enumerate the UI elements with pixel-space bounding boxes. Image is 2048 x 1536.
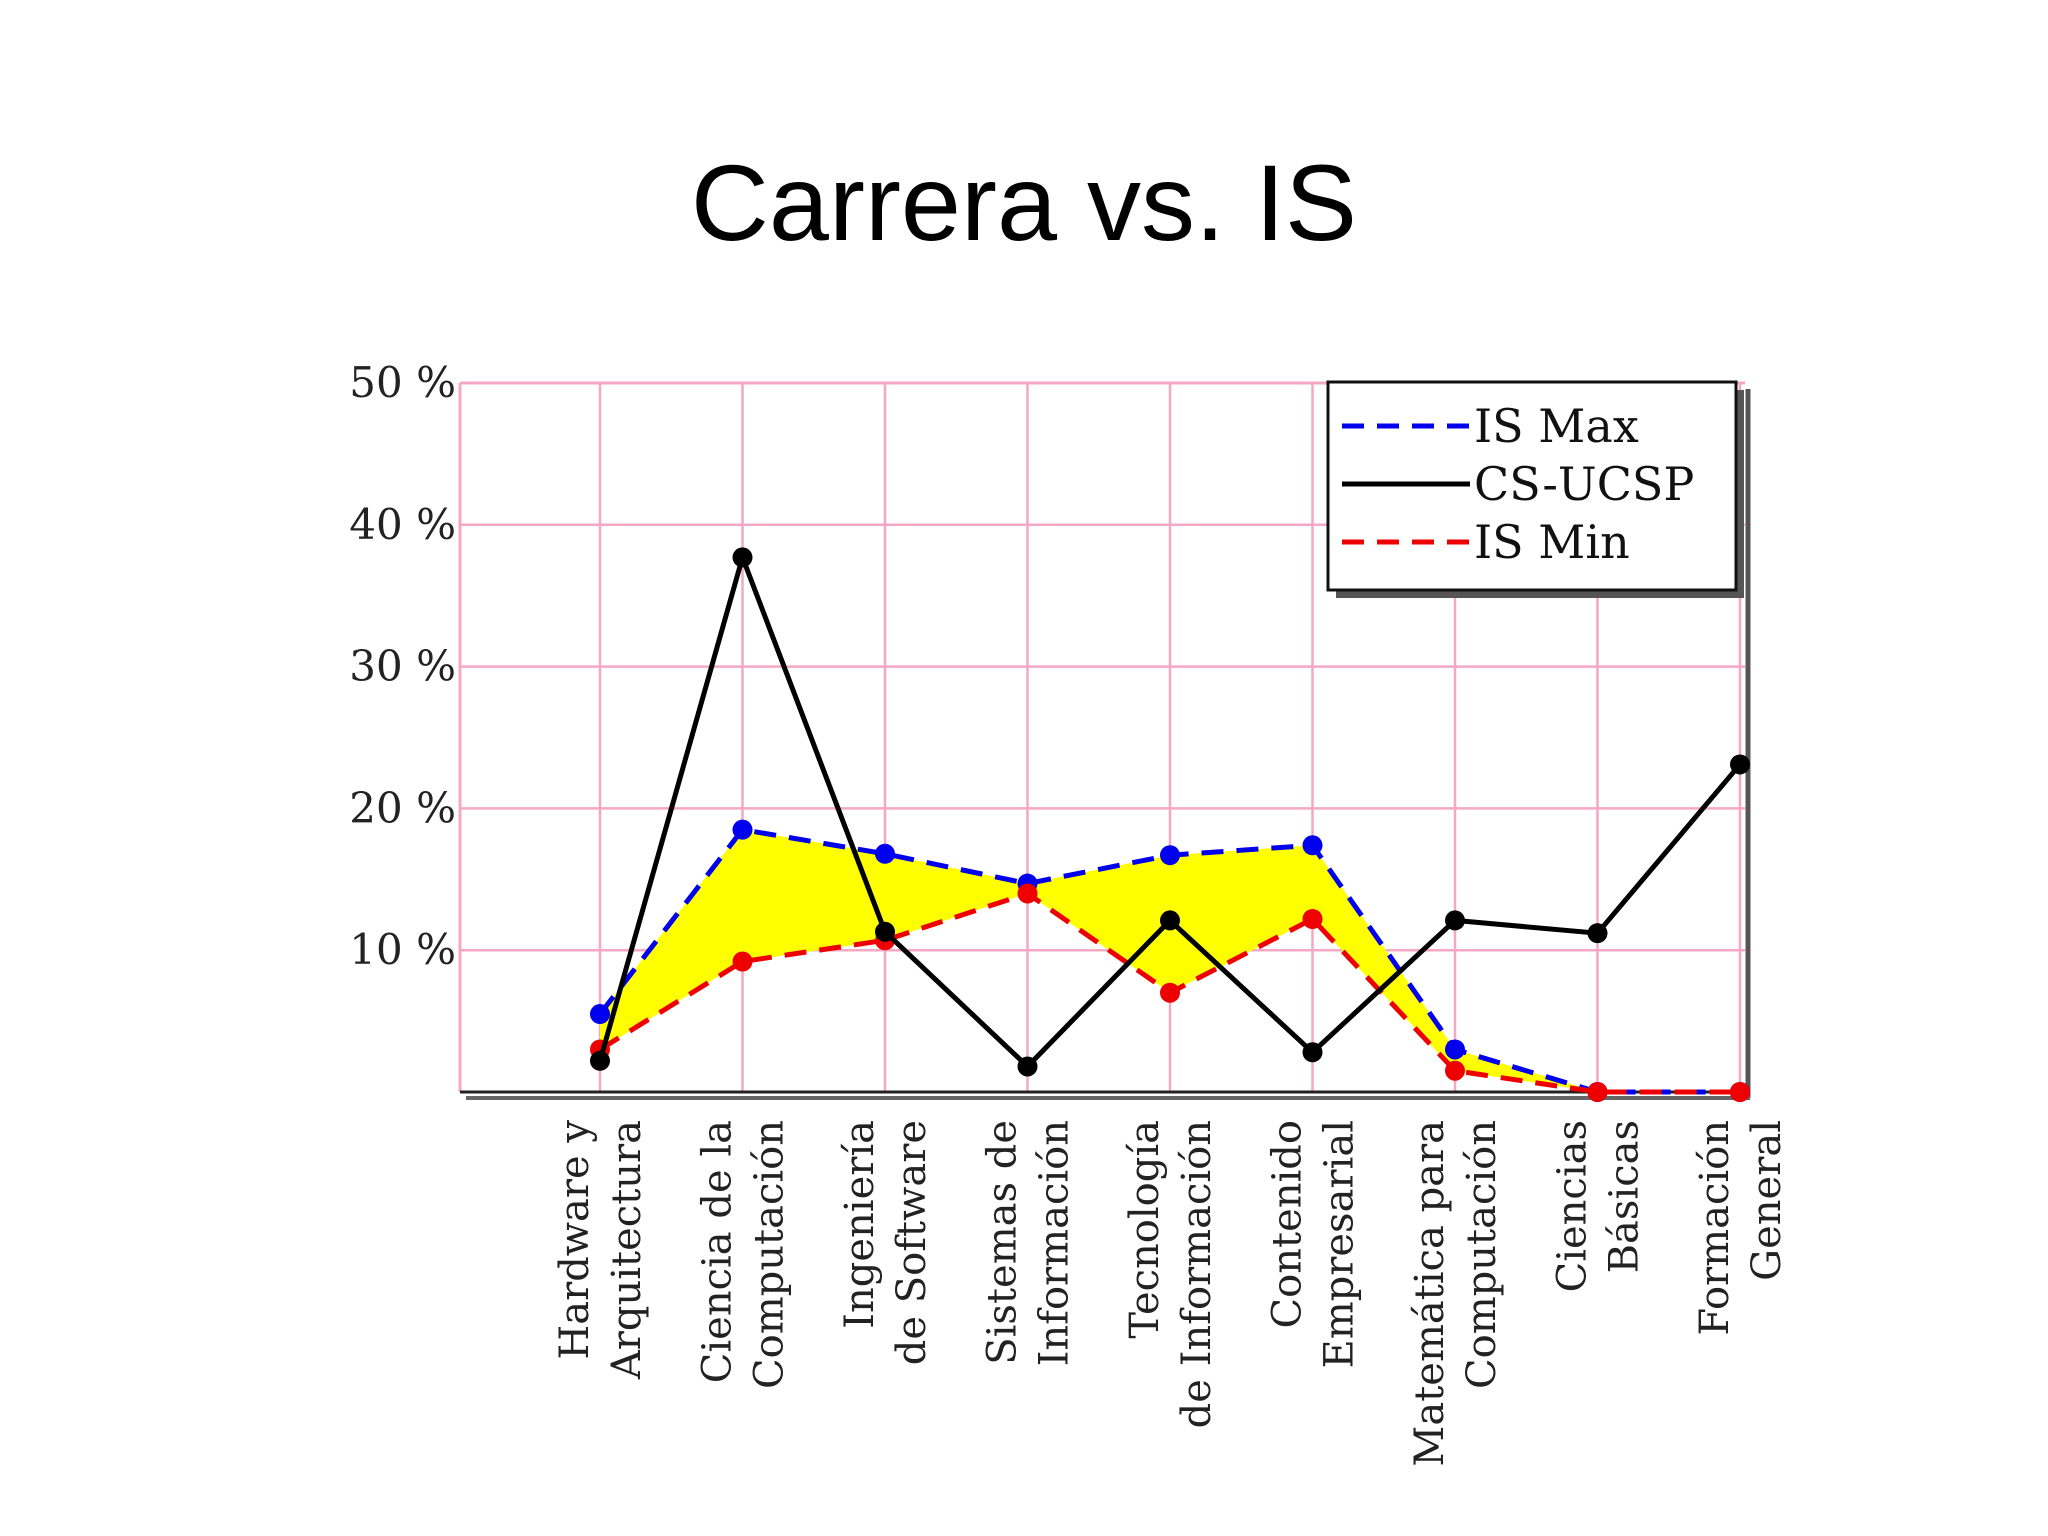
data-point-cs-ucsp	[1160, 910, 1180, 931]
x-tick-label: Hardware y Arquitectura	[552, 1120, 650, 1381]
data-point-is-max	[590, 1004, 610, 1025]
x-tick-label-line: Tecnología	[1122, 1120, 1168, 1339]
series-cs-ucsp	[590, 547, 1750, 1077]
x-tick-label-line: de Información	[1174, 1120, 1220, 1428]
axes	[458, 381, 1751, 1100]
data-point-is-min	[1445, 1060, 1465, 1081]
y-tick-label: 30 %	[349, 642, 456, 691]
x-tick-label-line: Hardware y	[552, 1120, 598, 1360]
data-point-is-max	[1160, 845, 1180, 866]
data-point-cs-ucsp	[1587, 923, 1608, 944]
data-point-cs-ucsp	[732, 547, 753, 568]
x-tick-label-line: Formación	[1692, 1120, 1738, 1336]
legend-label-cs-ucsp: CS-UCSP	[1474, 457, 1694, 511]
x-tick-label-line: Contenido	[1265, 1120, 1311, 1328]
data-point-is-max	[1302, 835, 1323, 856]
x-tick-label-line: Información	[1032, 1120, 1078, 1366]
x-tick-label-line: General	[1744, 1120, 1790, 1281]
x-tick-label-line: Básicas	[1602, 1120, 1648, 1273]
y-tick-label: 20 %	[349, 783, 456, 832]
x-tick-label-line: Matemática para	[1407, 1120, 1453, 1467]
data-point-cs-ucsp	[590, 1050, 610, 1071]
y-tick-labels: 10 % 20 % 30 % 40 % 50 %	[349, 358, 456, 974]
x-tick-label-line: Ciencias	[1550, 1120, 1596, 1292]
data-point-cs-ucsp	[875, 921, 895, 942]
x-tick-label-line: Arquitectura	[604, 1120, 650, 1380]
data-point-is-min	[732, 951, 753, 972]
x-tick-label: Tecnología de Información	[1122, 1120, 1220, 1428]
data-point-is-min	[1017, 883, 1038, 904]
data-point-cs-ucsp	[1017, 1056, 1038, 1077]
y-tick-label: 40 %	[349, 500, 456, 549]
x-tick-label: Ciencia de la Computación	[695, 1120, 793, 1389]
x-tick-label: Sistemas de Información	[980, 1120, 1078, 1366]
data-point-cs-ucsp	[1445, 910, 1465, 931]
legend-label-is-max: IS Max	[1474, 399, 1639, 453]
data-point-is-min	[1160, 982, 1180, 1003]
y-tick-label: 10 %	[349, 925, 456, 974]
x-tick-label: Ingeniería de Software	[837, 1120, 935, 1365]
x-tick-label-line: Ciencia de la	[695, 1120, 741, 1383]
data-point-is-min	[1302, 909, 1323, 930]
x-tick-label-line: de Software	[889, 1120, 935, 1365]
x-tick-label-line: Computación	[1459, 1120, 1505, 1389]
x-tick-label: Formación General	[1692, 1120, 1790, 1336]
data-point-cs-ucsp	[1302, 1042, 1323, 1063]
x-tick-label-line: Ingeniería	[837, 1120, 883, 1329]
data-point-cs-ucsp	[1730, 754, 1750, 775]
x-tick-labels: Hardware y Arquitectura Ciencia de la Compu…	[552, 1120, 1790, 1467]
data-point-is-min	[1587, 1082, 1608, 1102]
data-point-is-max	[875, 843, 895, 864]
y-tick-label: 50 %	[349, 358, 456, 407]
x-tick-label: Matemática para Computación	[1407, 1120, 1505, 1467]
x-tick-label-line: Sistemas de	[980, 1120, 1026, 1365]
x-tick-label: Contenido Empresarial	[1265, 1120, 1363, 1368]
is-range-band-area	[600, 829, 1740, 1092]
series	[590, 547, 1750, 1102]
x-tick-label-line: Computación	[747, 1120, 793, 1389]
slide-title: Carrera vs. IS	[690, 142, 1358, 263]
is-range-band	[600, 829, 1740, 1092]
x-tick-label: Ciencias Básicas	[1550, 1120, 1648, 1292]
data-point-is-min	[1730, 1082, 1750, 1102]
legend-label-is-min: IS Min	[1474, 515, 1630, 569]
data-point-is-max	[732, 819, 753, 840]
data-point-is-max	[1445, 1039, 1465, 1060]
x-tick-label-line: Empresarial	[1317, 1120, 1363, 1368]
